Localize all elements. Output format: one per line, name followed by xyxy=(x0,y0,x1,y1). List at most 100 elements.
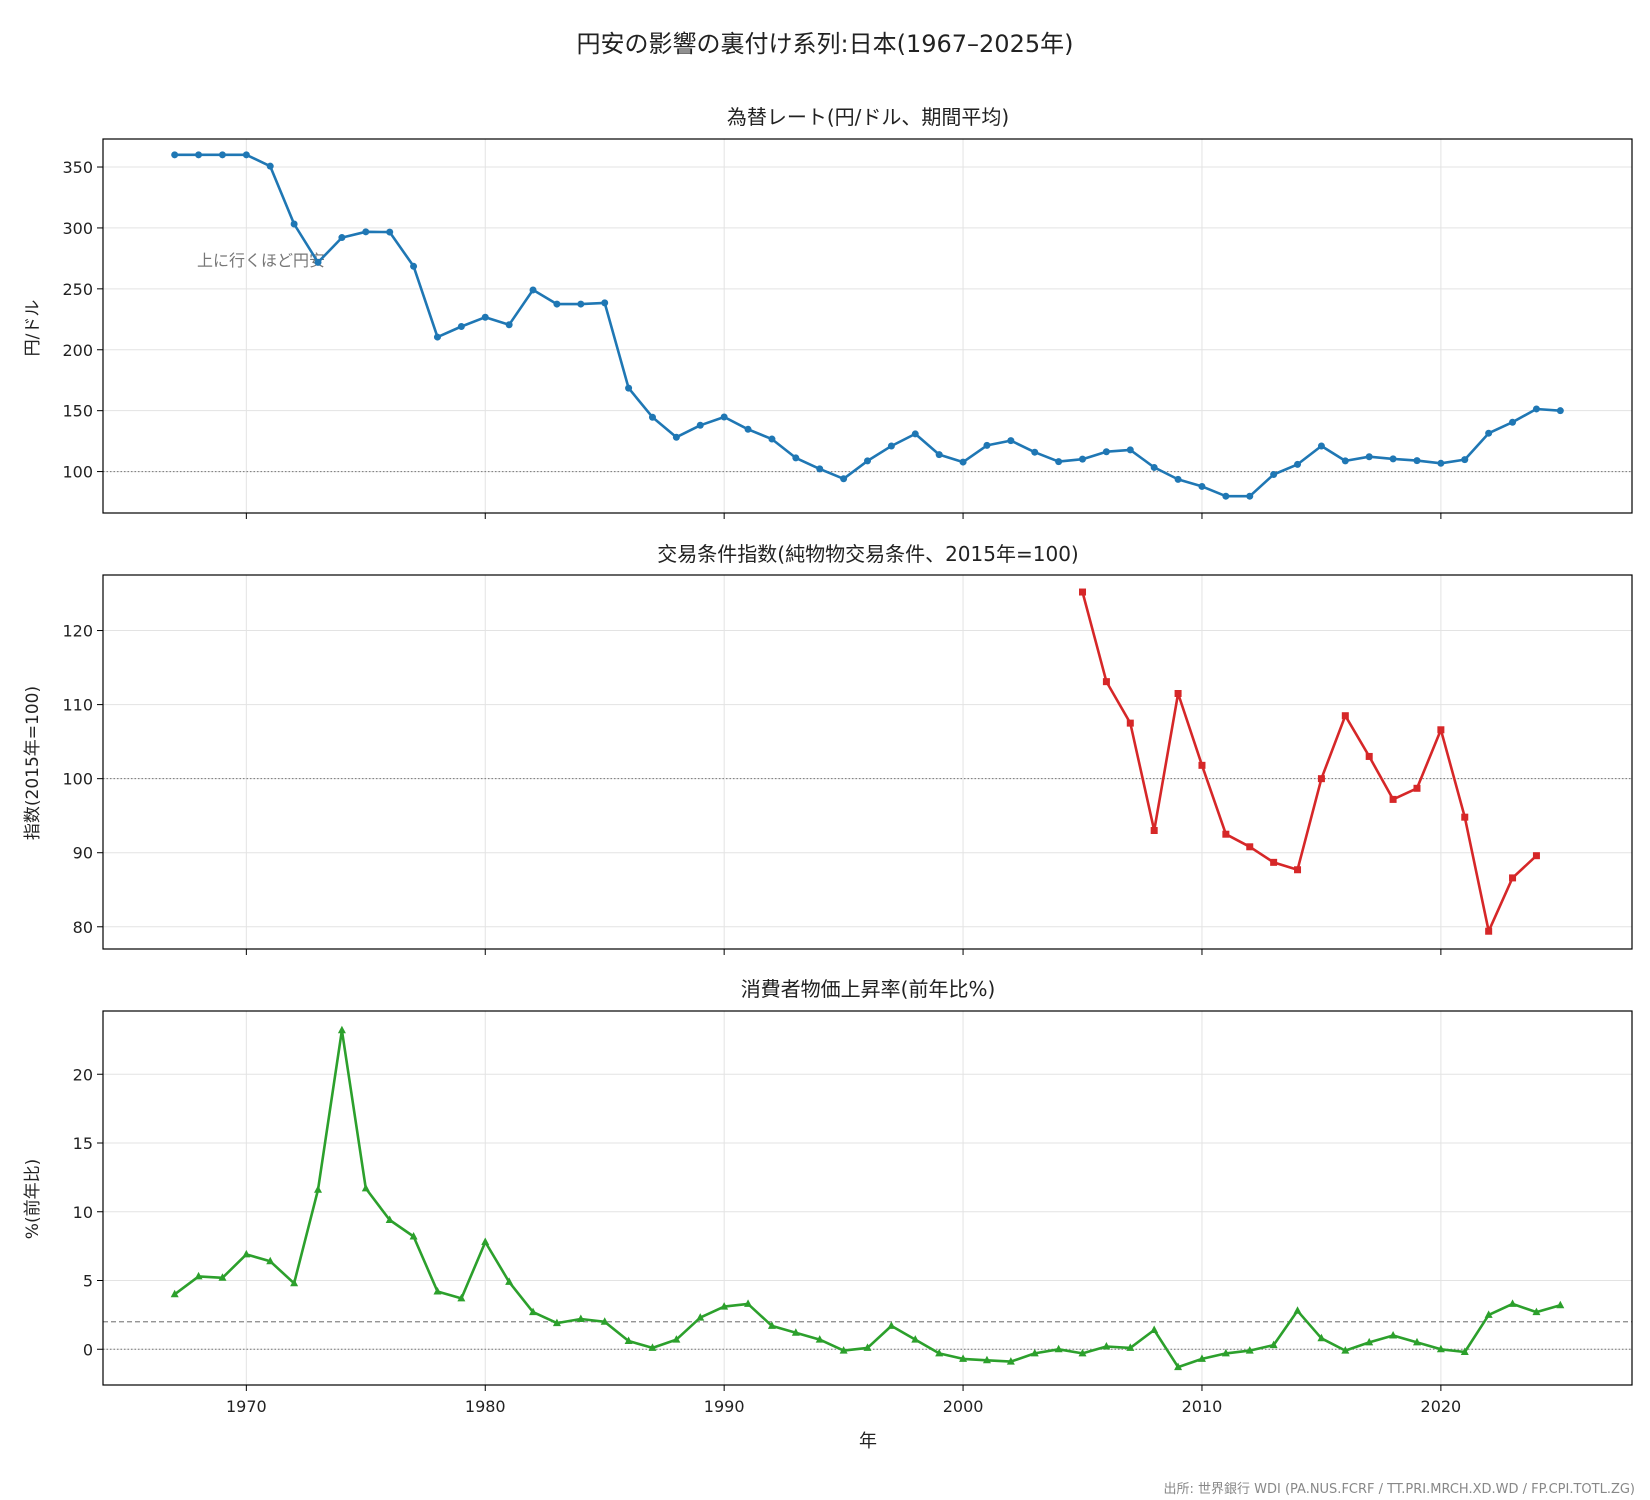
exchange-rate-point xyxy=(1317,442,1325,450)
cpi-inflation-point xyxy=(935,1348,944,1357)
exchange-rate-point xyxy=(1341,457,1349,465)
cpi-inflation-plot-area xyxy=(102,1010,1633,1386)
exchange-rate-point xyxy=(314,258,322,266)
exchange-rate-point xyxy=(840,475,848,483)
cpi-inflation-point xyxy=(361,1183,370,1192)
cpi-inflation-point xyxy=(457,1293,466,1302)
cpi-inflation-point xyxy=(1197,1354,1206,1362)
exchange-rate-point xyxy=(410,262,418,270)
exchange-rate-point xyxy=(1150,463,1158,471)
exchange-rate-point xyxy=(625,384,633,392)
terms-of-trade-point xyxy=(1294,866,1302,874)
terms-of-trade-ylabel: 指数(2015年=100) xyxy=(23,686,43,840)
terms-of-trade-ytick-label: 100 xyxy=(62,770,93,789)
cpi-inflation-point xyxy=(648,1343,657,1351)
exchange-rate-point xyxy=(935,451,943,459)
cpi-inflation-point xyxy=(1078,1348,1087,1357)
cpi-inflation-point xyxy=(1556,1300,1565,1309)
exchange-rate-point xyxy=(1485,429,1493,437)
cpi-inflation-point xyxy=(1317,1333,1326,1342)
cpi-inflation-point xyxy=(552,1318,561,1327)
x-tick-label: 2000 xyxy=(943,1397,984,1416)
exchange-rate-point xyxy=(218,151,226,159)
cpi-inflation-panel: 消費者物価上昇率(前年比%) %(前年比) 0 5 10 15 20 1970 1980 1… xyxy=(23,977,1633,1452)
exchange-rate-point xyxy=(983,441,991,449)
terms-of-trade-point xyxy=(1270,858,1278,866)
exchange-rate-series-line xyxy=(174,153,1561,498)
cpi-inflation-point xyxy=(314,1185,323,1193)
exchange-rate-annotation: 上に行くほど円安 xyxy=(197,251,325,270)
x-tick-label: 1990 xyxy=(704,1397,745,1416)
cpi-inflation-point xyxy=(624,1336,633,1344)
terms-of-trade-point xyxy=(1079,588,1087,596)
cpi-inflation-ytick-label: 5 xyxy=(83,1272,93,1291)
cpi-inflation-point xyxy=(815,1335,824,1343)
cpi-inflation-point xyxy=(911,1335,920,1343)
exchange-rate-point xyxy=(1198,482,1206,490)
exchange-rate-point xyxy=(1246,492,1254,500)
exchange-rate-point xyxy=(1102,448,1110,456)
terms-of-trade-series-line xyxy=(1081,591,1538,933)
terms-of-trade-ytick-label: 110 xyxy=(62,696,93,715)
cpi-inflation-point xyxy=(1460,1347,1469,1355)
cpi-inflation-point xyxy=(982,1355,991,1364)
cpi-inflation-point xyxy=(385,1215,394,1223)
x-tick-label: 1980 xyxy=(465,1397,506,1416)
cpi-inflation-point xyxy=(433,1287,442,1295)
cpi-inflation-ylabel: %(前年比) xyxy=(23,1159,43,1239)
cpi-inflation-point xyxy=(194,1271,203,1280)
exchange-rate-point xyxy=(386,228,394,236)
cpi-inflation-ytick-label: 0 xyxy=(83,1340,93,1359)
exchange-rate-point xyxy=(864,457,871,465)
cpi-inflation-point xyxy=(696,1313,705,1321)
exchange-rate-point xyxy=(195,151,203,159)
cpi-inflation-point xyxy=(1341,1346,1350,1354)
exchange-rate-ylabel: 円/ドル xyxy=(23,300,43,357)
exchange-rate-point xyxy=(1509,418,1517,426)
exchange-rate-point xyxy=(672,433,680,441)
terms-of-trade-plot-area xyxy=(102,574,1633,950)
exchange-rate-point xyxy=(648,413,656,421)
exchange-rate-point xyxy=(1055,458,1063,466)
exchange-rate-point xyxy=(242,151,250,159)
cpi-inflation-point xyxy=(1484,1310,1493,1318)
x-tick-label: 2020 xyxy=(1421,1397,1462,1416)
cpi-inflation-point xyxy=(887,1321,896,1329)
cpi-inflation-point xyxy=(1150,1325,1159,1333)
exchange-rate-ytick-label: 200 xyxy=(62,341,93,360)
cpi-inflation-point xyxy=(839,1346,848,1354)
exchange-rate-point xyxy=(1031,448,1039,456)
exchange-rate-plot-area xyxy=(102,138,1633,514)
cpi-inflation-point xyxy=(576,1314,585,1322)
exchange-rate-point xyxy=(1270,471,1278,479)
exchange-rate-point xyxy=(290,220,298,228)
exchange-rate-point xyxy=(481,313,489,321)
source-note: 出所: 世界銀行 WDI (PA.NUS.FCRF / TT.PRI.MRCH.… xyxy=(1163,1482,1635,1497)
terms-of-trade-ytick-label: 120 xyxy=(62,622,93,641)
exchange-rate-point xyxy=(1532,405,1540,413)
exchange-rate-point xyxy=(457,322,465,330)
terms-of-trade-point xyxy=(1485,927,1493,935)
exchange-rate-point xyxy=(362,228,370,236)
cpi-inflation-point xyxy=(170,1289,179,1298)
exchange-rate-point xyxy=(1413,457,1421,465)
cpi-inflation-point xyxy=(481,1237,490,1245)
exchange-rate-point xyxy=(1365,453,1373,461)
exchange-rate-point xyxy=(553,300,561,308)
cpi-inflation-point xyxy=(337,1025,346,1034)
exchange-rate-point xyxy=(768,435,776,443)
cpi-inflation-point xyxy=(1221,1348,1230,1357)
terms-of-trade-panel: 交易条件指数(純物物交易条件、2015年=100) 指数(2015年=100) … xyxy=(23,542,1633,955)
cpi-inflation-point xyxy=(1436,1344,1445,1353)
cpi-inflation-point xyxy=(744,1299,753,1307)
terms-of-trade-ytick-label: 80 xyxy=(73,918,93,937)
exchange-rate-point xyxy=(577,300,585,308)
terms-of-trade-point xyxy=(1246,843,1254,851)
terms-of-trade-point xyxy=(1532,852,1540,860)
cpi-inflation-point xyxy=(1174,1362,1183,1371)
cpi-inflation-point xyxy=(1532,1307,1541,1316)
exchange-rate-point xyxy=(959,458,967,466)
terms-of-trade-point xyxy=(1102,678,1110,686)
exchange-rate-panel: 為替レート(円/ドル、期間平均) 円/ドル 上に行くほど円安 100 150 200… xyxy=(23,105,1633,519)
cpi-inflation-point xyxy=(1389,1331,1398,1339)
